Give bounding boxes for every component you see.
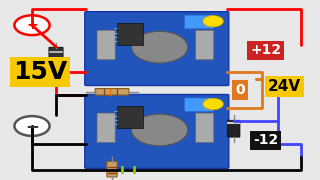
FancyBboxPatch shape xyxy=(184,98,214,112)
Circle shape xyxy=(203,15,223,27)
FancyBboxPatch shape xyxy=(196,30,214,60)
FancyBboxPatch shape xyxy=(49,47,63,62)
FancyBboxPatch shape xyxy=(227,120,240,137)
Text: 24V: 24V xyxy=(268,79,301,94)
FancyBboxPatch shape xyxy=(97,30,115,60)
Text: −: − xyxy=(25,117,39,135)
Text: 0: 0 xyxy=(235,83,245,97)
FancyBboxPatch shape xyxy=(196,113,214,143)
FancyBboxPatch shape xyxy=(184,15,214,29)
Circle shape xyxy=(132,31,188,63)
Circle shape xyxy=(14,15,50,35)
Text: +: + xyxy=(26,18,38,32)
Circle shape xyxy=(132,114,188,146)
FancyBboxPatch shape xyxy=(95,89,129,95)
FancyBboxPatch shape xyxy=(50,68,62,83)
FancyBboxPatch shape xyxy=(85,94,229,168)
FancyBboxPatch shape xyxy=(85,12,229,86)
FancyBboxPatch shape xyxy=(107,161,117,177)
Text: 15V: 15V xyxy=(13,60,67,84)
FancyBboxPatch shape xyxy=(117,23,143,45)
Text: -12: -12 xyxy=(253,133,278,147)
Circle shape xyxy=(14,116,50,136)
Circle shape xyxy=(203,98,223,110)
Text: +12: +12 xyxy=(250,43,281,57)
FancyBboxPatch shape xyxy=(97,113,115,143)
FancyBboxPatch shape xyxy=(117,106,143,128)
